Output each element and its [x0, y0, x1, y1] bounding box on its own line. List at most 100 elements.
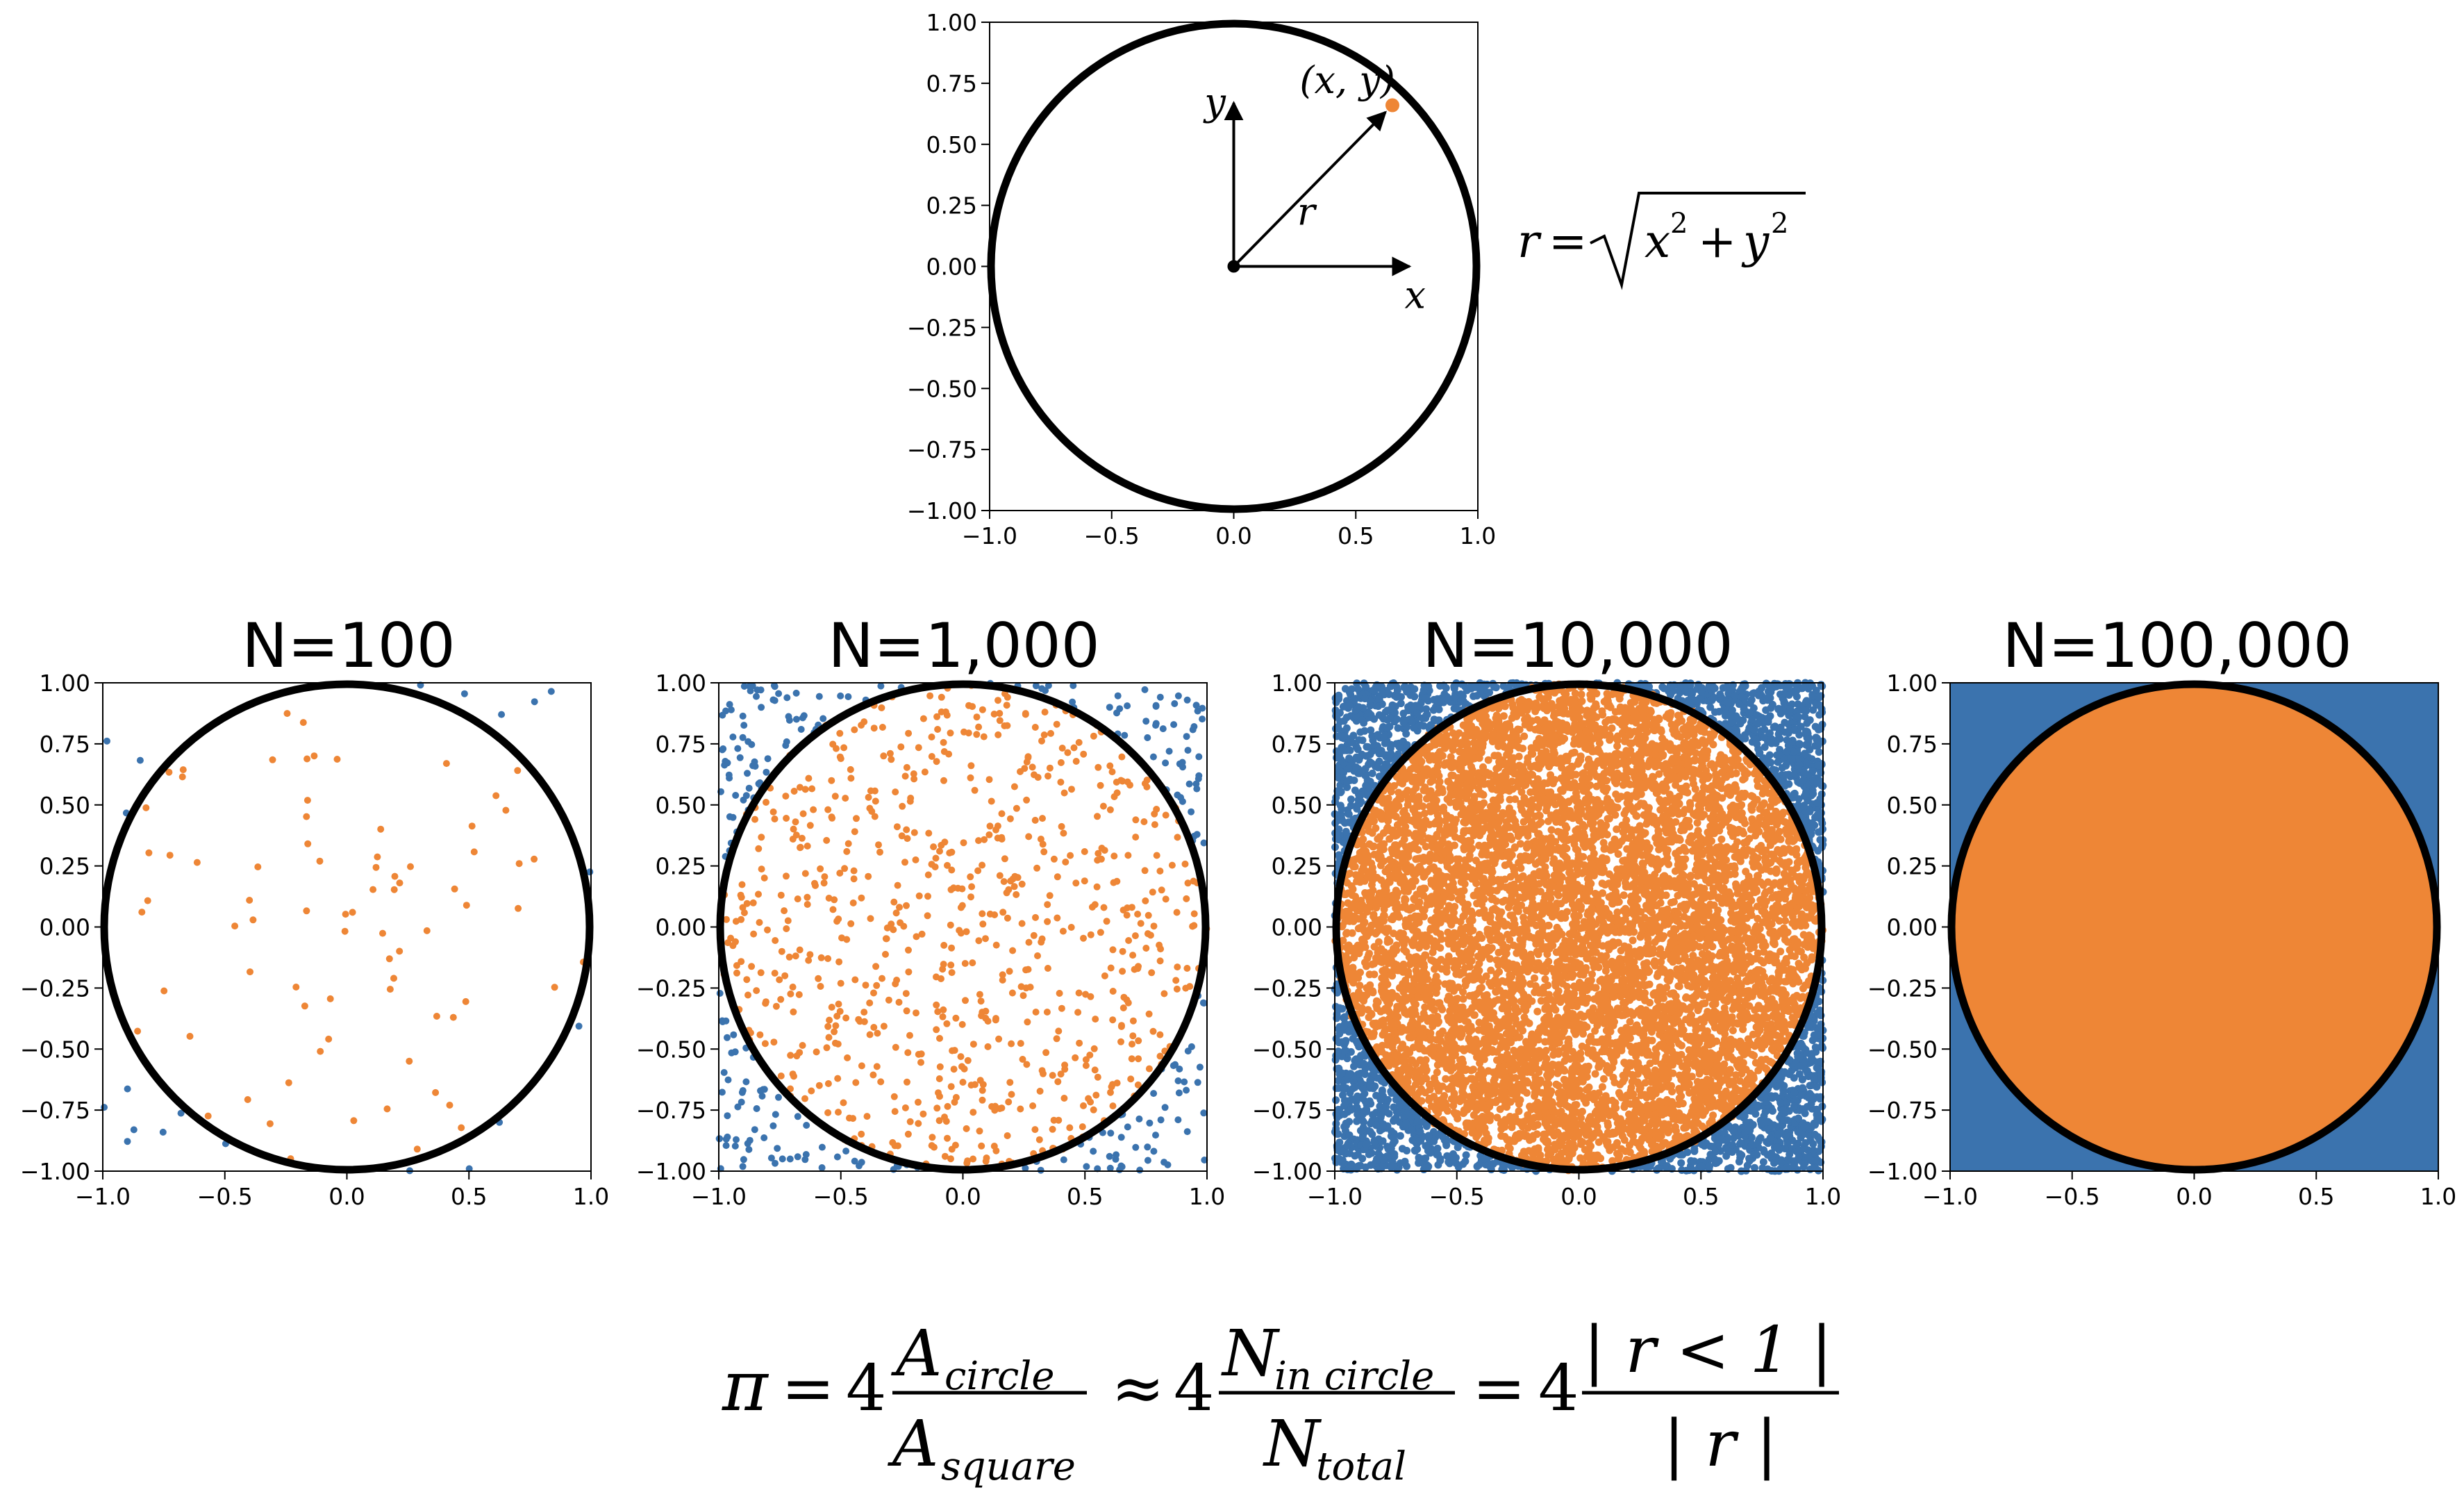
point-inside — [1087, 931, 1094, 938]
point-inside — [880, 1022, 888, 1030]
point-inside — [303, 755, 311, 763]
point-inside — [451, 885, 458, 893]
point-inside — [350, 1117, 358, 1125]
point-inside — [984, 1043, 992, 1050]
point-inside — [843, 847, 851, 855]
point-outside — [1183, 1128, 1191, 1136]
point-inside — [1058, 1004, 1065, 1012]
point-inside — [890, 1093, 898, 1100]
point-inside — [840, 1099, 847, 1107]
point-inside — [789, 1070, 797, 1078]
point-inside — [1410, 818, 1418, 826]
point-inside — [844, 840, 852, 847]
point-inside — [935, 1089, 942, 1097]
point-outside — [1199, 715, 1206, 723]
point-inside — [834, 1041, 842, 1047]
point-inside — [1090, 732, 1097, 740]
point-outside — [764, 755, 772, 763]
diagram-panel: xyr(x, y) −1.0 −0.5 0.0 0.5 1.01.000.750.500… — [907, 9, 1496, 549]
point-inside — [1018, 920, 1026, 927]
point-inside — [874, 1029, 881, 1037]
point-outside — [771, 683, 779, 690]
point-outside — [772, 1111, 779, 1118]
point-inside — [1055, 1027, 1063, 1035]
point-inside — [858, 1130, 865, 1138]
point-inside — [1044, 918, 1051, 925]
point-inside — [231, 922, 239, 930]
point-inside — [531, 855, 538, 863]
point-inside — [1153, 852, 1160, 859]
point-inside — [738, 881, 746, 888]
point-outside — [1107, 1129, 1115, 1137]
point-inside — [341, 927, 349, 935]
point-inside — [870, 724, 878, 732]
y-tick-label: 0.00 — [656, 914, 706, 941]
point-inside — [1070, 744, 1078, 752]
point-inside — [796, 946, 804, 954]
point-inside — [785, 953, 793, 961]
point-inside — [872, 963, 880, 970]
point-inside — [1025, 938, 1033, 946]
point-inside — [992, 1102, 999, 1110]
point-inside — [733, 962, 740, 969]
point-inside — [832, 1022, 840, 1029]
point-outside — [718, 1088, 726, 1096]
point-inside — [978, 1142, 985, 1150]
point-inside — [285, 1079, 292, 1086]
point-outside — [1117, 1134, 1125, 1141]
point-inside — [905, 968, 913, 976]
point-inside — [254, 863, 262, 870]
point-inside — [755, 845, 763, 852]
point-inside — [743, 976, 751, 984]
point-inside — [835, 1000, 842, 1008]
point-inside — [852, 1079, 860, 1086]
x-tick-label: 0.5 — [1067, 1183, 1103, 1210]
point-outside — [1159, 725, 1167, 733]
point-inside — [1076, 1039, 1083, 1047]
point-outside — [739, 1163, 747, 1170]
scatter-points — [100, 680, 594, 1175]
y-tick-label: −0.25 — [636, 975, 706, 1002]
point-inside — [810, 806, 817, 813]
point-inside — [249, 916, 257, 924]
point-inside — [792, 952, 799, 960]
point-inside — [994, 822, 1001, 830]
point-inside — [1157, 945, 1165, 953]
point-inside — [936, 1063, 944, 1070]
point-inside — [940, 738, 947, 746]
point-inside — [784, 917, 792, 925]
point-inside — [1035, 1136, 1043, 1143]
point-inside — [824, 1022, 832, 1030]
point-inside — [901, 859, 908, 866]
point-inside — [933, 713, 941, 720]
point-inside — [1129, 1032, 1137, 1040]
point-inside — [979, 910, 986, 918]
point-inside — [1079, 1123, 1086, 1131]
point-inside — [1054, 914, 1061, 922]
point-outside — [722, 1017, 730, 1025]
point-outside — [1162, 759, 1169, 767]
point-outside — [1811, 722, 1820, 731]
point-inside — [1055, 1116, 1063, 1124]
point-inside — [755, 891, 762, 898]
point-outside — [851, 1157, 858, 1165]
point-inside — [1024, 1018, 1031, 1026]
point-inside — [727, 934, 735, 942]
point-inside — [948, 944, 956, 952]
point-inside — [894, 881, 901, 889]
point-inside — [974, 867, 982, 875]
point-inside — [1158, 886, 1165, 894]
point-outside — [1116, 1166, 1124, 1173]
point-inside — [1046, 764, 1054, 772]
point-inside — [1135, 1055, 1142, 1063]
point-outside — [1069, 698, 1076, 706]
point-inside — [1030, 931, 1038, 939]
point-inside — [1134, 1081, 1142, 1088]
point-inside — [342, 911, 349, 918]
point-inside — [1174, 963, 1181, 971]
point-inside — [793, 1052, 801, 1060]
point-outside — [1174, 692, 1182, 699]
point-outside — [719, 745, 727, 752]
point-inside — [872, 797, 879, 805]
point-outside — [1141, 686, 1149, 693]
